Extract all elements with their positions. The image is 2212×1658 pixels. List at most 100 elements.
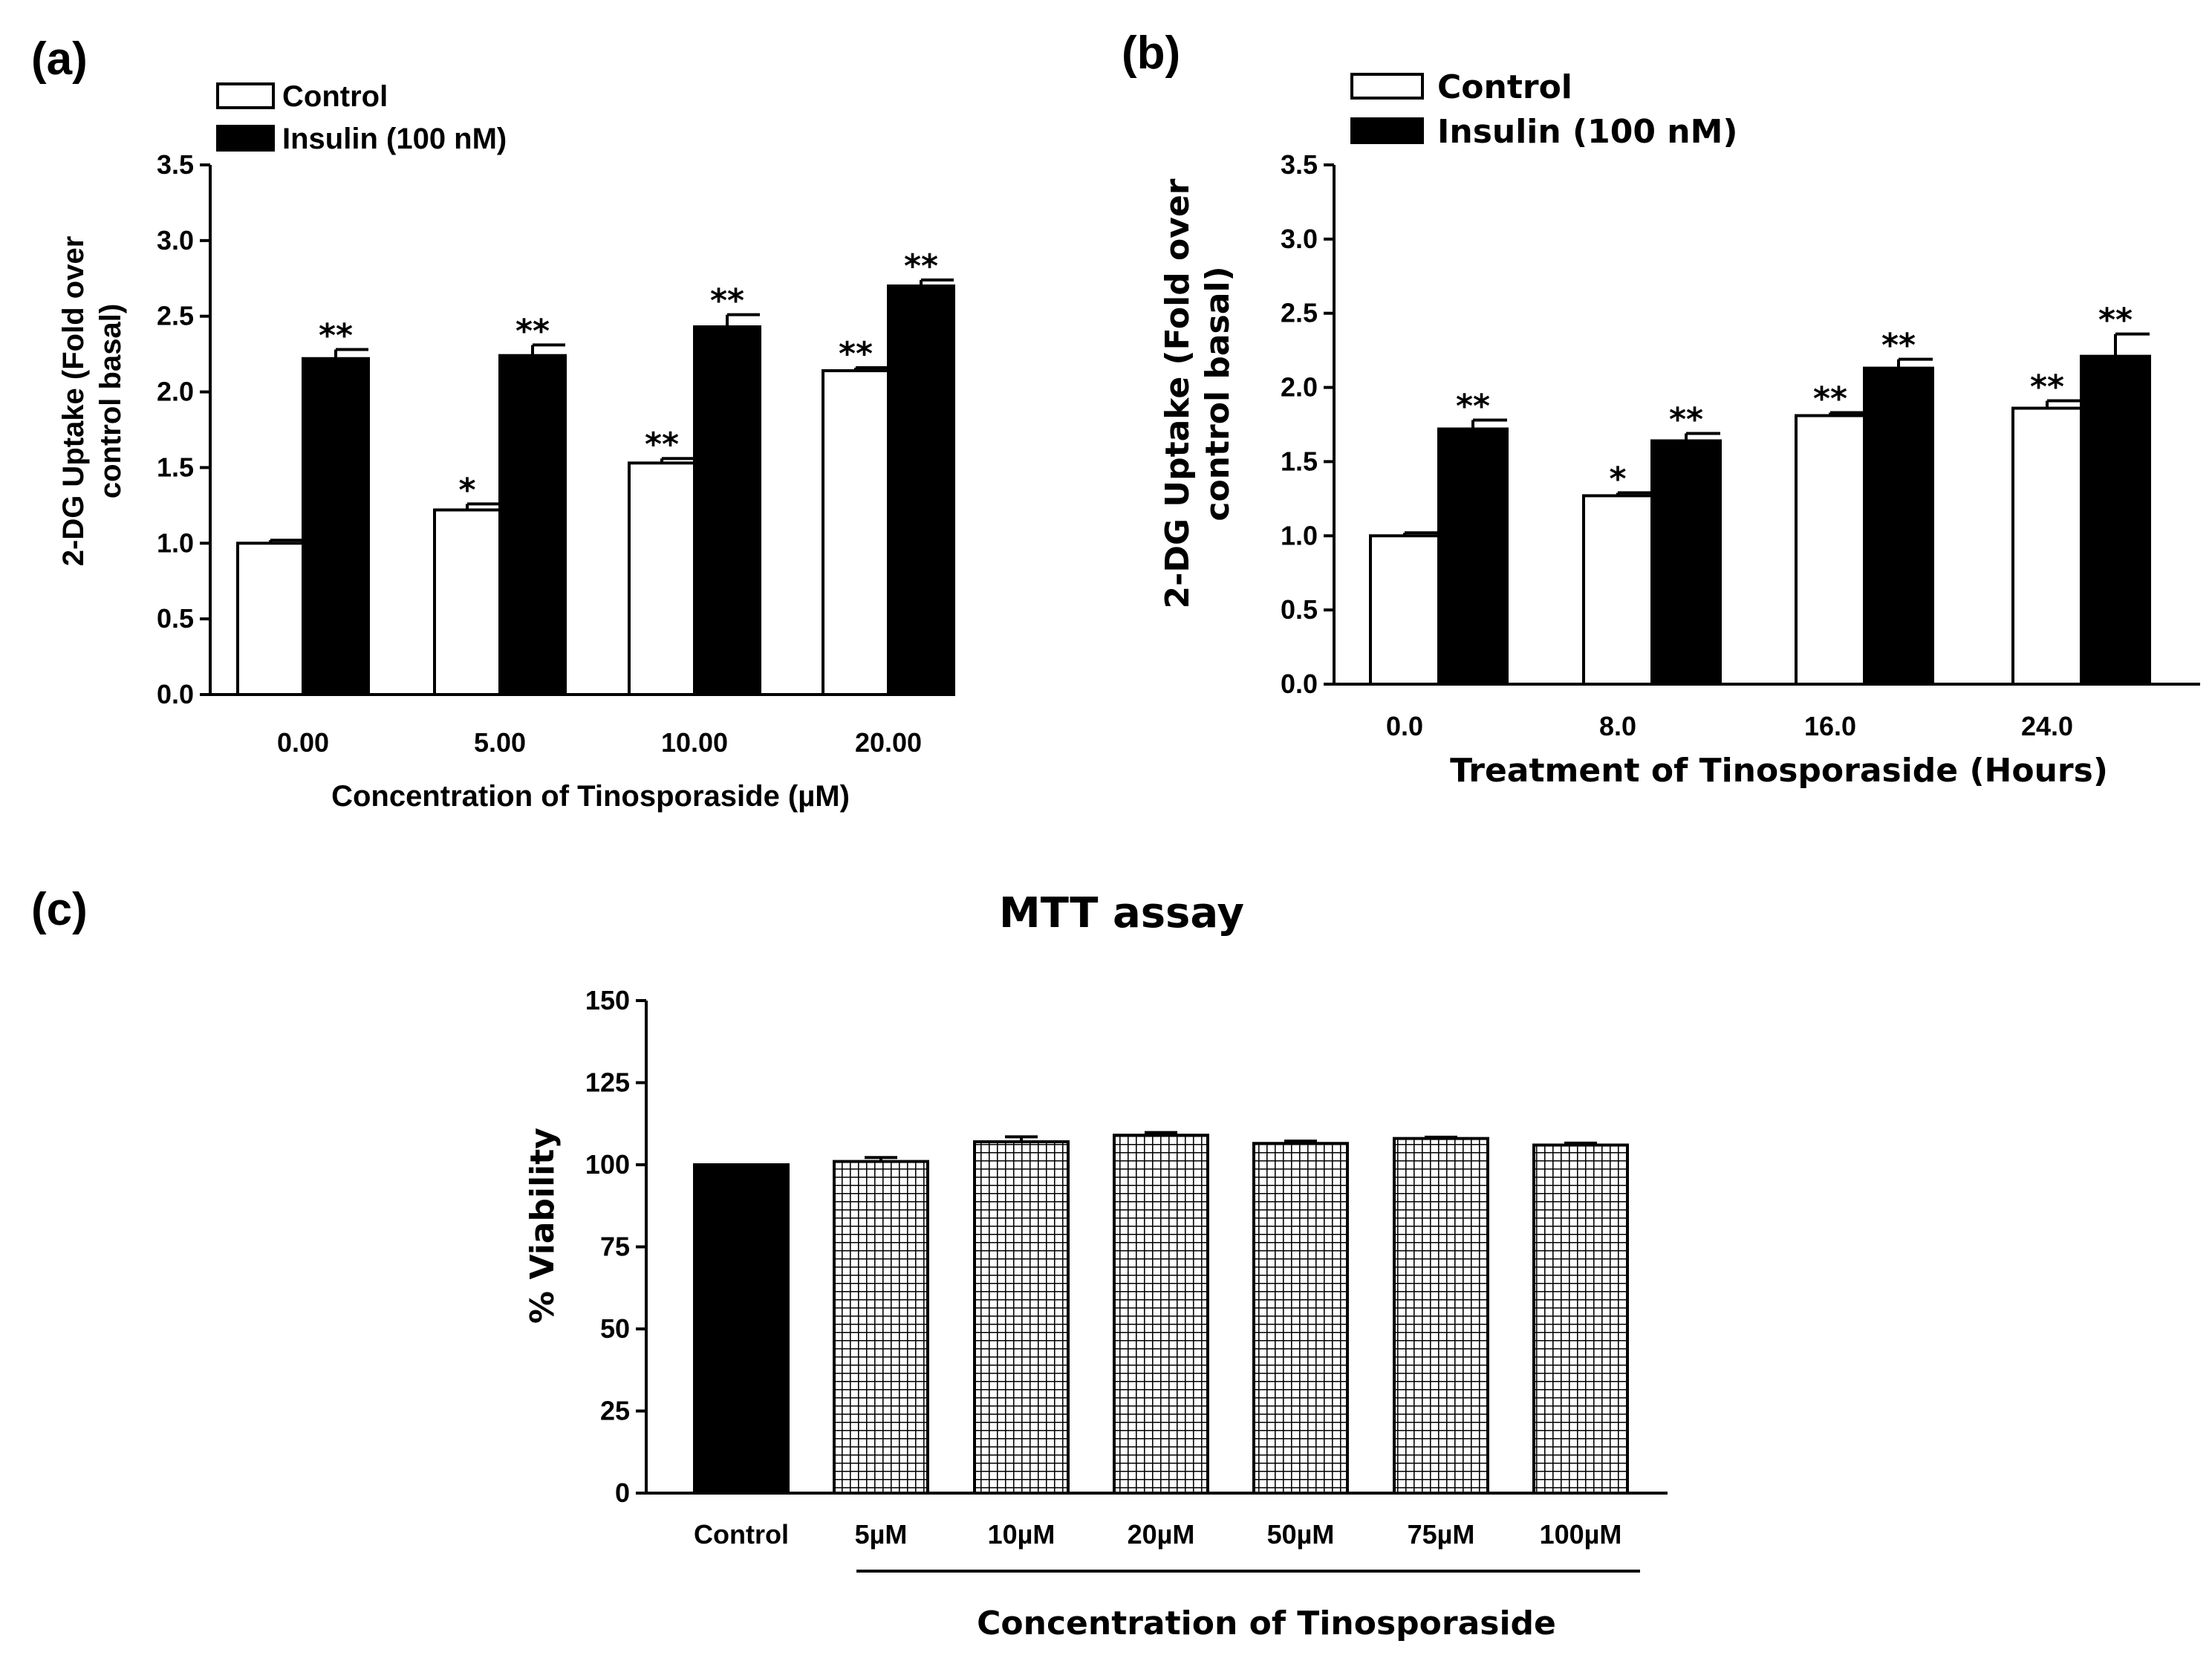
y-tick-label-c: 25 [600, 1396, 630, 1426]
bar-a-control-0 [236, 542, 305, 696]
significance-marker-b: * [1609, 460, 1626, 498]
legend-swatch-control-a [216, 82, 275, 109]
x-tick-label-c: 50µM [1267, 1519, 1335, 1550]
significance-marker-b: ** [1669, 400, 1703, 438]
panel-label-c: (c) [31, 884, 88, 935]
x-tick-label-b: 16.0 [1804, 711, 1856, 741]
legend-a: Control Insulin (100 nM) [216, 80, 507, 155]
bar-c-6 [1532, 1143, 1629, 1495]
bar-b-insulin-0 [1437, 427, 1509, 686]
y-axis-title-b: 2-DG Uptake (Fold over control basal) [1159, 178, 1237, 608]
significance-marker-a: ** [710, 282, 744, 320]
x-tick-label-c: 100µM [1540, 1519, 1622, 1550]
panel-label-a: (a) [31, 33, 88, 85]
bar-a-insulin-2 [693, 325, 761, 696]
significance-marker-a: ** [515, 312, 550, 350]
bar-a-control-3 [822, 369, 890, 696]
y-tick-label-c: 100 [585, 1149, 630, 1180]
x-tick-label-a: 10.00 [661, 727, 728, 758]
chart-b: Control Insulin (100 nM) 2-DG Uptake (Fo… [1159, 68, 2200, 790]
legend-b: Control Insulin (100 nM) [1350, 68, 1738, 151]
y-tick-label-b: 1.5 [1281, 446, 1318, 476]
x-tick-label-b: 0.0 [1386, 711, 1423, 741]
legend-label-insulin-a: Insulin (100 nM) [282, 123, 507, 155]
y-tick-label-c: 50 [600, 1313, 630, 1344]
y-tick-label-c: 0 [615, 1477, 630, 1508]
x-axis-title-b: Treatment of Tinosporaside (Hours) [1450, 752, 2108, 790]
bar-c-5 [1393, 1137, 1489, 1495]
bar-b-control-0 [1369, 534, 1440, 686]
x-tick-label-c: Control [694, 1519, 789, 1550]
y-tick-label-a: 3.0 [157, 225, 194, 256]
legend-swatch-insulin-a [216, 125, 275, 152]
x-tick-label-a: 20.00 [855, 727, 922, 758]
bar-a-control-1 [433, 508, 501, 696]
legend-label-insulin-b: Insulin (100 nM) [1437, 113, 1738, 151]
bar-c-1 [833, 1160, 929, 1495]
y-tick-label-b: 2.0 [1281, 372, 1318, 403]
significance-marker-b: ** [1813, 380, 1847, 418]
y-tick-label-a: 3.5 [157, 149, 194, 180]
significance-marker-b: ** [2030, 368, 2064, 406]
x-tick-label-c: 20µM [1128, 1519, 1195, 1550]
y-axis-title-b-line2: control basal) [1199, 266, 1237, 521]
bar-b-control-3 [2011, 406, 2083, 686]
x-tick-label-a: 0.00 [277, 727, 329, 758]
significance-marker-a: ** [319, 317, 353, 355]
bar-b-insulin-1 [1650, 439, 1722, 686]
y-tick-label-c: 150 [585, 985, 630, 1015]
y-tick-label-c: 125 [585, 1067, 630, 1098]
significance-marker-b: ** [2098, 302, 2133, 339]
x-tick-label-b: 24.0 [2021, 711, 2073, 741]
significance-marker-b: ** [1456, 388, 1490, 426]
significance-marker-b: ** [1881, 327, 1916, 365]
y-tick-label-a: 1.0 [157, 527, 194, 558]
y-axis-title-a-line2: control basal) [94, 304, 127, 498]
x-tick-label-c: 5µM [855, 1519, 908, 1550]
y-tick-label-b: 0.5 [1281, 594, 1318, 625]
bar-c-0 [693, 1163, 790, 1495]
y-axis-title-a: 2-DG Uptake (Fold over control basal) [57, 236, 127, 567]
bar-a-insulin-0 [302, 357, 370, 696]
legend-swatch-control-b [1350, 73, 1424, 100]
panel-label-b: (b) [1122, 27, 1180, 79]
x-axis-title-c: Concentration of Tinosporaside [977, 1605, 1556, 1642]
x-tick-label-c: 75µM [1408, 1519, 1475, 1550]
bar-b-control-1 [1582, 494, 1653, 686]
x-axis-title-a: Concentration of Tinosporaside (µM) [331, 780, 850, 813]
y-tick-label-a: 0.0 [157, 679, 194, 709]
y-axis-title-a-line1: 2-DG Uptake (Fold over [57, 236, 90, 567]
significance-marker-a: ** [645, 426, 679, 464]
bar-b-control-2 [1795, 414, 1866, 686]
y-tick-label-b: 1.0 [1281, 520, 1318, 550]
bar-a-insulin-3 [887, 284, 955, 696]
significance-marker-a: ** [839, 335, 873, 373]
bar-a-insulin-1 [498, 354, 567, 696]
y-tick-label-a: 2.5 [157, 301, 194, 331]
y-axis-title-c: % Viability [524, 1128, 562, 1324]
bar-b-insulin-2 [1863, 366, 1934, 686]
significance-marker-a: ** [904, 247, 938, 285]
y-axis-title-b-line1: 2-DG Uptake (Fold over [1159, 178, 1197, 608]
x-tick-label-c: 10µM [988, 1519, 1055, 1550]
bar-c-4 [1252, 1142, 1349, 1495]
bar-a-control-2 [628, 461, 696, 696]
legend-swatch-insulin-b [1350, 117, 1424, 144]
y-tick-label-b: 3.5 [1281, 149, 1318, 180]
y-tick-label-a: 2.0 [157, 377, 194, 407]
x-tick-label-a: 5.00 [474, 727, 526, 758]
x-tick-label-b: 8.0 [1599, 711, 1636, 741]
y-tick-label-a: 0.5 [157, 603, 194, 634]
bar-c-2 [973, 1140, 1070, 1495]
y-tick-label-a: 1.5 [157, 452, 194, 482]
significance-marker-a: * [458, 471, 475, 509]
chart-title-c: MTT assay [999, 889, 1244, 937]
y-tick-label-b: 3.0 [1281, 224, 1318, 254]
y-tick-label-c: 75 [600, 1232, 630, 1262]
chart-c: MTT assay % Viability Concentration of T… [524, 889, 1668, 1642]
legend-label-control-a: Control [282, 80, 388, 113]
y-tick-label-b: 2.5 [1281, 298, 1318, 328]
bar-b-insulin-3 [2080, 354, 2151, 686]
chart-a: Control Insulin (100 nM) 2-DG Uptake (Fo… [57, 80, 955, 813]
